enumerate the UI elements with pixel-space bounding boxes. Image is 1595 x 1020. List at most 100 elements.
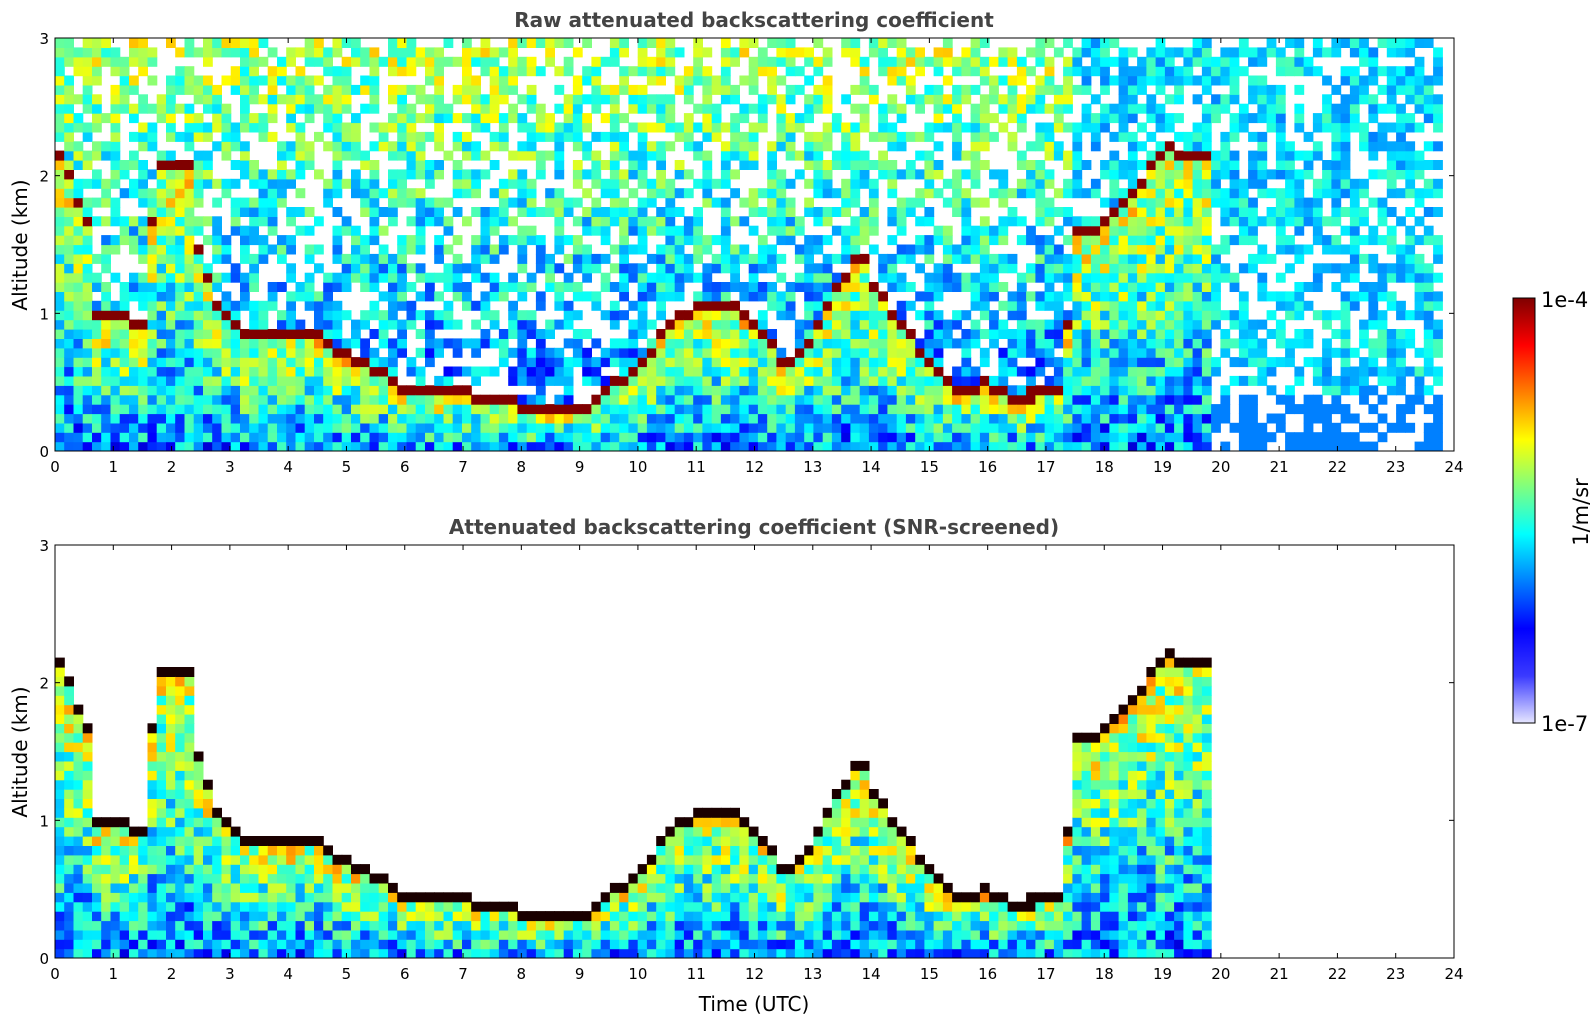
- heatmap-cell: [711, 385, 722, 396]
- heatmap-cell: [702, 47, 713, 58]
- heatmap-cell: [1155, 122, 1166, 133]
- heatmap-cell: [156, 404, 167, 415]
- heatmap-cell: [277, 310, 287, 321]
- heatmap-cell: [1377, 263, 1388, 274]
- heatmap-cell: [471, 103, 481, 114]
- heatmap-cell: [757, 394, 768, 405]
- heatmap-cell: [1359, 235, 1369, 246]
- heatmap-cell: [212, 338, 222, 349]
- heatmap-cell: [1275, 319, 1286, 330]
- heatmap-cell: [1377, 366, 1388, 377]
- heatmap-cell: [813, 282, 824, 292]
- heatmap-cell: [952, 404, 962, 415]
- heatmap-cell: [471, 413, 481, 424]
- heatmap-cell: [730, 94, 740, 105]
- heatmap-cell: [508, 366, 518, 377]
- heatmap-cell: [240, 225, 250, 236]
- heatmap-cell: [748, 56, 759, 67]
- heatmap-cell: [1100, 244, 1110, 255]
- heatmap-cell: [915, 197, 925, 208]
- heatmap-cell: [1072, 300, 1083, 311]
- heatmap-cell: [82, 75, 93, 86]
- heatmap-cell: [1275, 394, 1286, 405]
- heatmap-cell: [258, 197, 269, 208]
- heatmap-cell: [452, 113, 463, 124]
- heatmap-cell: [998, 94, 1009, 105]
- heatmap-cell: [1201, 66, 1212, 77]
- heatmap-cell: [822, 338, 833, 349]
- heatmap-cell: [776, 56, 787, 67]
- heatmap-cell: [1423, 263, 1434, 274]
- heatmap-cell: [517, 207, 528, 217]
- heatmap-cell: [979, 225, 990, 236]
- heatmap-cell: [905, 329, 916, 339]
- heatmap-cell: [545, 404, 555, 415]
- heatmap-cell: [388, 394, 398, 405]
- heatmap-cell: [55, 56, 65, 67]
- heatmap-cell: [1118, 263, 1129, 274]
- heatmap-cell: [55, 319, 65, 330]
- heatmap-cell: [868, 432, 879, 443]
- heatmap-cell: [110, 103, 121, 114]
- heatmap-cell: [314, 291, 324, 302]
- heatmap-cell: [1294, 300, 1305, 311]
- heatmap-cell: [1386, 422, 1397, 433]
- heatmap-cell: [831, 272, 842, 283]
- heatmap-cell: [887, 253, 898, 264]
- heatmap-cell: [850, 188, 861, 199]
- heatmap-cell: [822, 366, 833, 377]
- heatmap-cell: [878, 263, 888, 274]
- heatmap-cell: [452, 188, 463, 199]
- heatmap-cell: [757, 347, 768, 358]
- heatmap-cell: [1377, 122, 1388, 133]
- heatmap-cell: [388, 188, 398, 199]
- heatmap-cell: [351, 272, 361, 283]
- heatmap-cell: [249, 338, 259, 349]
- heatmap-cell: [563, 413, 574, 424]
- heatmap-cell: [572, 347, 583, 358]
- heatmap-cell: [193, 178, 204, 189]
- heatmap-cell: [1201, 216, 1212, 227]
- heatmap-cell: [82, 56, 93, 67]
- heatmap-cell: [1035, 47, 1046, 58]
- heatmap-cell: [804, 282, 814, 292]
- heatmap-cell: [489, 84, 500, 95]
- heatmap-cell: [110, 207, 121, 217]
- heatmap-cell: [314, 94, 324, 105]
- heatmap-cell: [221, 122, 232, 133]
- heatmap-cell: [693, 56, 703, 67]
- heatmap-cell: [720, 75, 731, 86]
- heatmap-cell: [794, 385, 805, 396]
- heatmap-cell: [388, 282, 398, 292]
- heatmap-cell: [1063, 310, 1073, 321]
- heatmap-cell: [1035, 94, 1046, 105]
- heatmap-cell: [767, 225, 777, 236]
- heatmap-cell: [221, 366, 232, 377]
- heatmap-cell: [822, 300, 833, 311]
- heatmap-cell: [1035, 178, 1046, 189]
- heatmap-cell: [656, 113, 666, 124]
- heatmap-cell: [582, 253, 592, 264]
- heatmap-cell: [915, 188, 925, 199]
- heatmap-cell: [1183, 441, 1194, 451]
- heatmap-cell: [295, 366, 306, 377]
- heatmap-cell: [1340, 225, 1351, 236]
- heatmap-cell: [591, 56, 602, 67]
- heatmap-cell: [193, 244, 204, 255]
- heatmap-cell: [1072, 347, 1083, 358]
- heatmap-cell: [859, 347, 870, 358]
- heatmap-cell: [184, 244, 195, 255]
- heatmap-cell: [693, 253, 703, 264]
- heatmap-cell: [1238, 319, 1249, 330]
- heatmap-cell: [767, 84, 777, 95]
- heatmap-cell: [702, 432, 713, 443]
- heatmap-cell: [924, 56, 935, 67]
- heatmap-cell: [378, 272, 389, 283]
- heatmap-cell: [554, 225, 565, 236]
- heatmap-cell: [1294, 122, 1305, 133]
- heatmap-cell: [193, 357, 204, 368]
- heatmap-cell: [425, 422, 435, 433]
- heatmap-cell: [508, 404, 518, 415]
- heatmap-cell: [767, 160, 777, 170]
- heatmap-cell: [942, 38, 953, 48]
